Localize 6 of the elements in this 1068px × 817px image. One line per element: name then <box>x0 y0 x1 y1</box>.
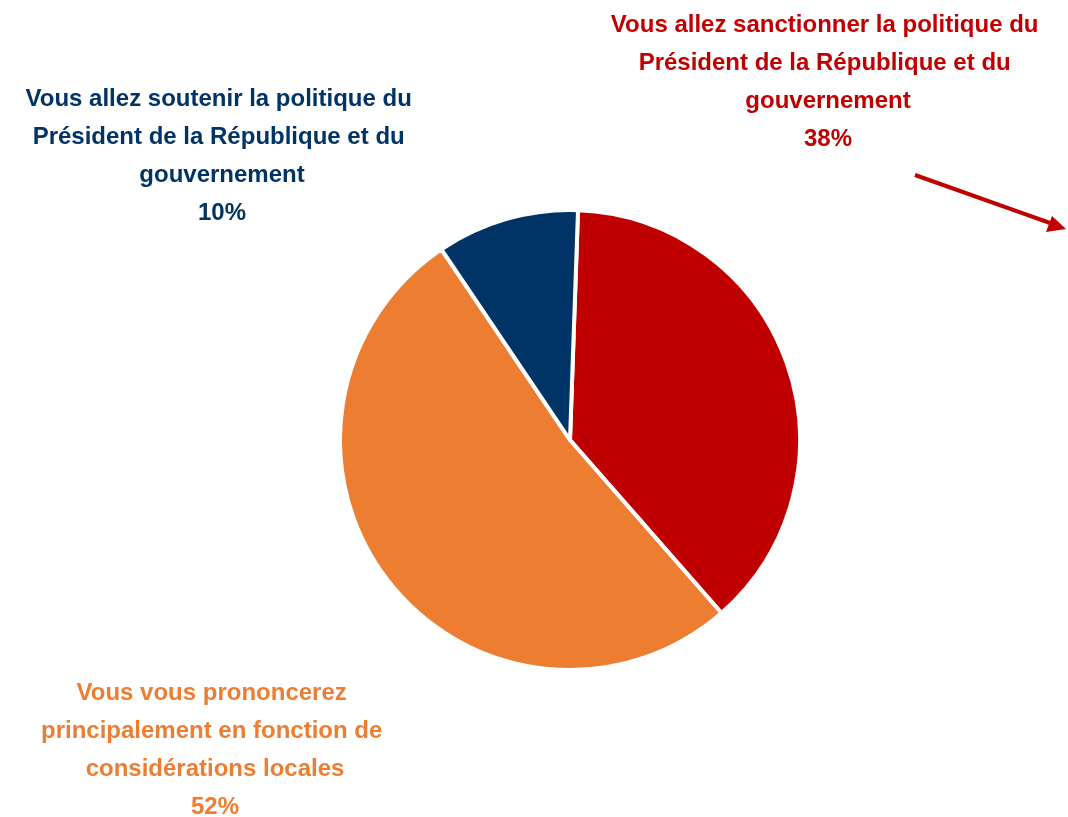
slice-label: Vous allez soutenir la politique du Président de la République et du gouvernement <box>25 83 419 187</box>
slice-label: Vous vous prononcerez principalement en fonction de considérations locales <box>40 677 390 781</box>
slice-label: Vous allez sanctionner la politique du Président de la République et du gouvernement <box>610 9 1046 113</box>
data-label: 38% <box>803 123 853 151</box>
data-label: 52% <box>190 791 240 817</box>
data-label: 10% <box>197 197 247 225</box>
